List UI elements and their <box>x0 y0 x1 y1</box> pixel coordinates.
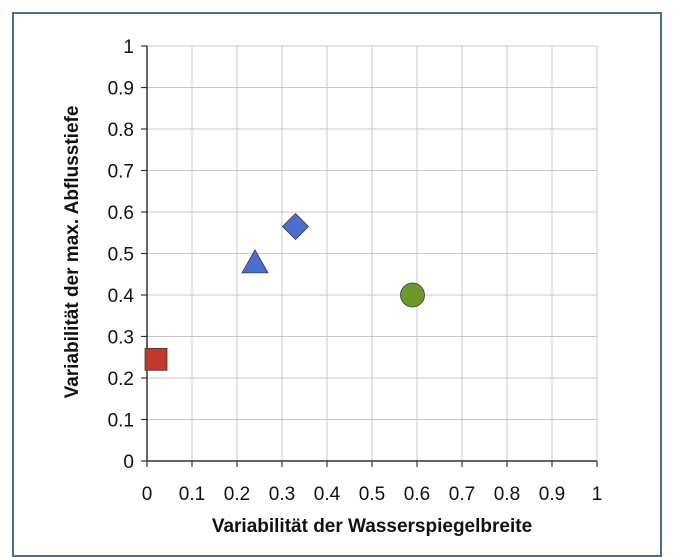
y-tick-label: 0.4 <box>108 286 135 307</box>
y-tick-label: 0 <box>123 452 134 473</box>
y-tick-label: 0.1 <box>108 411 134 432</box>
data-point-square <box>144 347 168 371</box>
x-axis-label: Variabilität der Wasserspiegelbreite <box>212 516 532 537</box>
x-tick-label: 0.6 <box>404 484 430 505</box>
data-point-triangle <box>241 249 269 274</box>
x-tick-label: 0.5 <box>359 484 385 505</box>
data-points <box>144 212 425 371</box>
y-tick-label: 0.6 <box>108 203 134 224</box>
y-axis-label: Variabilität der max. Abflusstiefe <box>62 106 83 399</box>
data-point-circle <box>400 282 425 308</box>
x-tick-labels: 0 0.1 0.2 0.3 0.4 0.5 0.6 0.7 0.8 0.9 1 <box>142 484 603 505</box>
data-point-diamond <box>281 212 310 241</box>
y-tick-label: 0.2 <box>108 369 134 390</box>
axes <box>141 45 598 467</box>
x-tick-label: 0.4 <box>314 484 341 505</box>
x-tick-label: 0.9 <box>539 484 565 505</box>
x-tick-label: 0.1 <box>179 484 205 505</box>
x-tick-label: 0.8 <box>494 484 520 505</box>
x-tick-label: 0.3 <box>269 484 295 505</box>
y-tick-label: 0.7 <box>108 162 134 183</box>
grid <box>147 45 598 461</box>
x-tick-label: 0 <box>142 484 153 505</box>
x-tick-label: 1 <box>592 484 603 505</box>
chart-frame <box>12 12 662 557</box>
y-tick-label: 0.8 <box>108 120 134 141</box>
x-tick-label: 0.7 <box>449 484 475 505</box>
y-tick-label: 1 <box>123 37 134 58</box>
y-tick-label: 0.5 <box>108 245 134 266</box>
y-tick-labels: 0 0.1 0.2 0.3 0.4 0.5 0.6 0.7 0.8 0.9 1 <box>108 37 135 473</box>
y-tick-label: 0.3 <box>108 328 134 349</box>
y-tick-label: 0.9 <box>108 79 134 100</box>
x-tick-label: 0.2 <box>224 484 250 505</box>
